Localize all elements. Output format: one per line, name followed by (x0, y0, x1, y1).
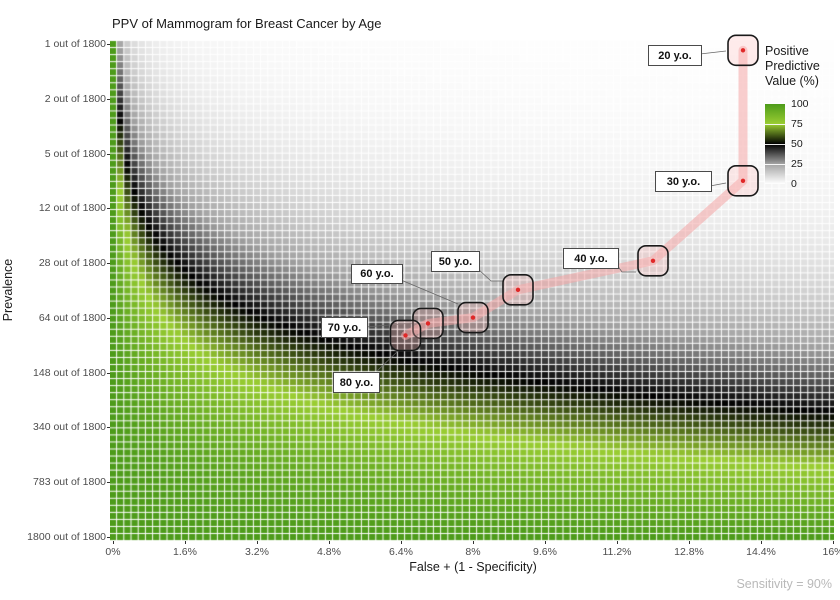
age-annotation-label: 20 y.o. (648, 45, 702, 66)
x-tick-mark (401, 541, 402, 544)
y-tick-mark (107, 208, 110, 210)
y-tick-mark (107, 263, 110, 265)
age-annotation-label: 50 y.o. (431, 251, 480, 272)
legend-bar-tick (765, 164, 785, 165)
chart-title: PPV of Mammogram for Breast Cancer by Ag… (112, 16, 382, 31)
age-annotation-label: 70 y.o. (321, 317, 368, 338)
x-tick-mark (833, 541, 834, 544)
x-tick-label: 14.4% (746, 546, 776, 558)
x-tick-label: 8% (465, 546, 481, 558)
y-axis-title: Prevalence (1, 258, 15, 322)
y-tick-mark (107, 44, 110, 45)
heatmap-canvas (110, 40, 834, 541)
legend-tick-label: 75 (791, 118, 803, 130)
y-tick-label: 1800 out of 1800 (27, 531, 106, 543)
legend-tick-label: 100 (791, 98, 809, 110)
age-annotation-label: 40 y.o. (563, 248, 619, 269)
y-tick-mark (107, 537, 110, 538)
y-tick-mark (107, 153, 110, 155)
x-tick-label: 9.6% (533, 546, 557, 558)
y-tick-label: 12 out of 1800 (38, 202, 106, 215)
y-tick-label: 148 out of 1800 (33, 366, 106, 379)
legend-tick-label: 25 (791, 158, 803, 170)
x-tick-mark (473, 541, 474, 544)
x-tick-mark (329, 541, 330, 544)
x-tick-label: 0% (105, 546, 121, 558)
x-tick-mark (257, 541, 258, 544)
y-tick-label: 28 out of 1800 (38, 257, 106, 270)
sensitivity-footnote: Sensitivity = 90% (736, 577, 832, 591)
x-tick-label: 3.2% (245, 546, 269, 558)
colorbar-legend: Positive Predictive Value (%) 100 75 50 25 0 (765, 44, 820, 190)
x-tick-label: 12.8% (674, 546, 704, 558)
legend-tick-label: 0 (791, 178, 797, 190)
age-annotation-label: 80 y.o. (333, 372, 380, 393)
y-tick-mark (107, 317, 110, 319)
x-tick-mark (761, 541, 762, 544)
x-tick-mark (113, 541, 114, 544)
x-tick-label: 6.4% (389, 546, 413, 558)
y-tick-label: 783 out of 1800 (33, 476, 106, 489)
x-tick-label: 11.2% (602, 546, 632, 558)
age-annotation-label: 30 y.o. (655, 171, 712, 192)
y-tick-label: 2 out of 1800 (44, 92, 106, 105)
x-tick-mark (545, 541, 546, 544)
x-tick-label: 1.6% (173, 546, 197, 558)
x-axis-title: False + (1 - Specificity) (409, 560, 537, 574)
y-tick-label: 5 out of 1800 (44, 147, 106, 160)
y-tick-mark (107, 98, 110, 100)
x-tick-mark (617, 541, 618, 544)
age-annotation-label: 60 y.o. (351, 264, 403, 284)
x-tick-mark (689, 541, 690, 544)
y-tick-mark (107, 427, 110, 429)
x-tick-mark (185, 541, 186, 544)
y-tick-label: 64 out of 1800 (38, 311, 106, 324)
x-tick-label: 16% (822, 546, 840, 558)
legend-title: Positive Predictive Value (%) (765, 44, 820, 88)
x-tick-label: 4.8% (317, 546, 341, 558)
y-tick-mark (107, 372, 110, 374)
y-tick-label: 340 out of 1800 (33, 421, 106, 434)
legend-gradient-bar (765, 104, 785, 184)
legend-tick-label: 50 (791, 138, 803, 150)
legend-bar-tick (765, 124, 785, 125)
y-tick-mark (107, 482, 110, 484)
y-tick-label: 1 out of 1800 (44, 38, 106, 50)
legend-bar-tick (765, 144, 785, 145)
